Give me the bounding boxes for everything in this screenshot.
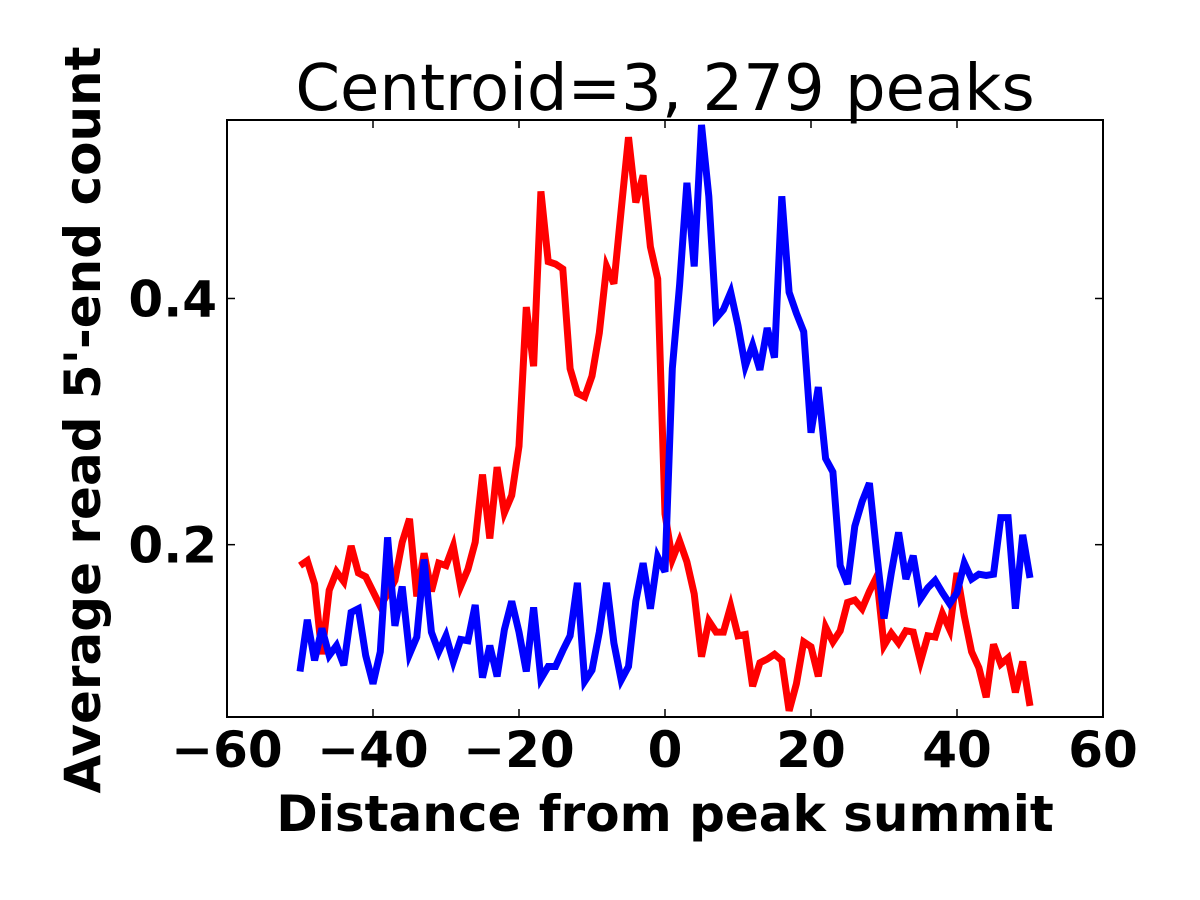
x-tick-label: −60	[171, 721, 282, 779]
y-axis-label: Average read 5'-end count	[54, 46, 112, 793]
x-tick-label: 60	[1068, 721, 1138, 779]
chart-title: Centroid=3, 279 peaks	[295, 52, 1034, 126]
x-tick-label: −20	[463, 721, 574, 779]
x-tick-label: −40	[317, 721, 428, 779]
x-tick-label: 40	[922, 721, 992, 779]
series-layer	[296, 124, 1034, 712]
y-tick-label: 0.2	[128, 517, 217, 575]
x-tick-label: 0	[648, 721, 683, 779]
series-line-blue	[296, 124, 1034, 692]
x-tick-label: 20	[776, 721, 846, 779]
x-axis-label: Distance from peak summit	[276, 785, 1054, 843]
y-tick-label: 0.4	[128, 270, 217, 328]
ticks-layer: −60 −40 −20 0 20 40 60 0.2 0.4	[128, 120, 1138, 779]
